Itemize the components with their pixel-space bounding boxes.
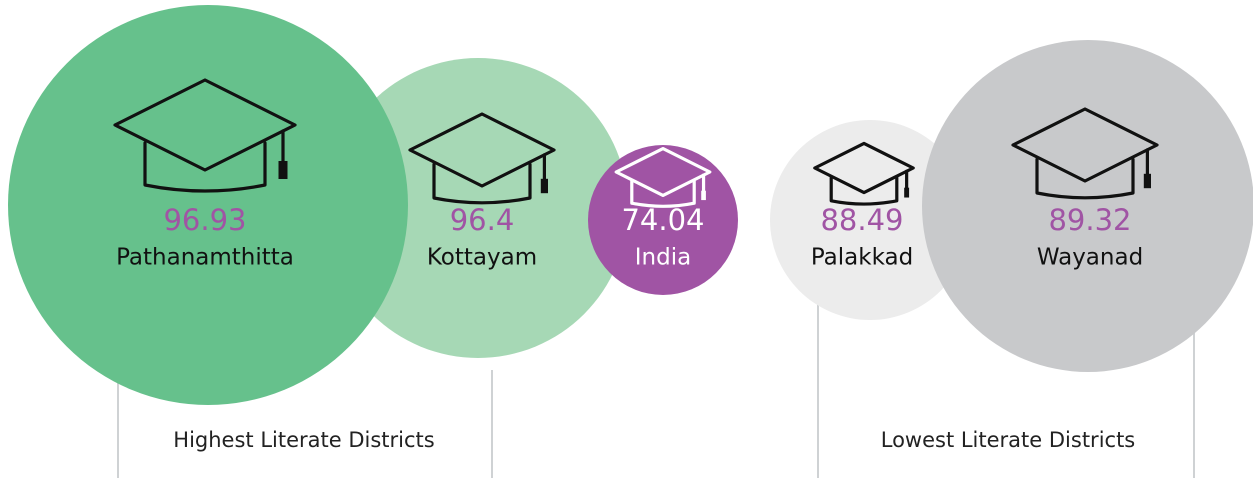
cap-top bbox=[815, 143, 913, 192]
bubble bbox=[588, 145, 738, 295]
cap-base bbox=[1037, 159, 1133, 197]
cap-icon bbox=[115, 80, 295, 191]
cap-base bbox=[831, 178, 897, 204]
district-value: 88.49 bbox=[820, 203, 903, 237]
bubble bbox=[922, 40, 1253, 372]
district-name: Kottayam bbox=[427, 245, 537, 271]
cap-top bbox=[1013, 109, 1157, 181]
cap-icon bbox=[815, 143, 913, 204]
district-value: 74.04 bbox=[621, 203, 704, 237]
cap-icon bbox=[410, 114, 554, 203]
cap-icon bbox=[1013, 109, 1157, 198]
tassel-end bbox=[540, 178, 548, 194]
tassel-end bbox=[278, 161, 288, 179]
cap-top bbox=[616, 149, 710, 196]
cap-icon bbox=[616, 149, 710, 207]
cap-base bbox=[434, 164, 530, 202]
tassel-end bbox=[1143, 173, 1151, 189]
district-name: Pathanamthitta bbox=[116, 245, 294, 271]
leader-lines bbox=[117, 300, 1195, 478]
district-name: Wayanad bbox=[1037, 245, 1143, 271]
caption: Highest Literate Districts bbox=[173, 428, 434, 452]
district-value: 89.32 bbox=[1048, 203, 1131, 237]
cap-base bbox=[145, 143, 265, 191]
cap-top bbox=[410, 114, 554, 186]
cap-base bbox=[632, 181, 694, 206]
cap-top bbox=[115, 80, 295, 170]
district-value: 96.93 bbox=[163, 203, 246, 237]
district-name: India bbox=[635, 245, 691, 271]
bubble bbox=[8, 5, 408, 405]
caption: Lowest Literate Districts bbox=[881, 428, 1136, 452]
tassel-end bbox=[904, 187, 910, 198]
district-value: 96.4 bbox=[450, 203, 515, 237]
bubble bbox=[328, 58, 628, 358]
district-name: Palakkad bbox=[811, 245, 913, 271]
tassel-end bbox=[701, 190, 706, 201]
